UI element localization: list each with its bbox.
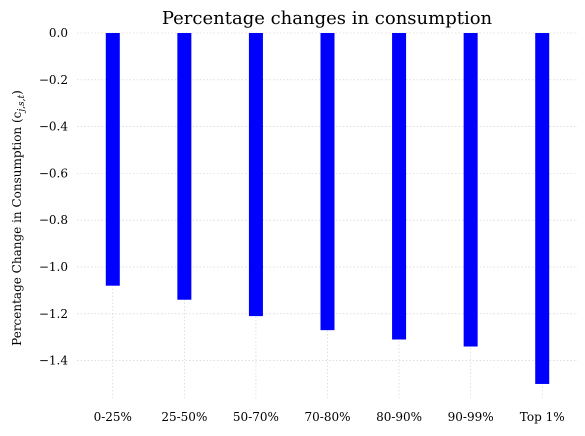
y-tick-label: −0.6 — [39, 166, 68, 180]
bar — [463, 33, 478, 347]
bars — [105, 33, 550, 384]
x-tick-label: 80-90% — [376, 410, 422, 424]
bar — [105, 33, 120, 286]
x-tick-labels: 0-25% 25-50% 50-70% 70-80% 80-90% 90-99% Top 1… — [94, 410, 565, 424]
y-tick-label: −1.0 — [39, 260, 68, 274]
y-tick-label: −1.2 — [39, 307, 68, 321]
y-tick-labels: 0.0 −0.2 −0.4 −0.6 −0.8 −1.0 −1.2 −1.4 — [39, 26, 69, 368]
bar — [392, 33, 407, 340]
chart-title: Percentage changes in consumption — [162, 8, 493, 29]
x-tick-label: 25-50% — [161, 410, 207, 424]
bar — [320, 33, 335, 331]
x-tick-label: 90-99% — [448, 410, 494, 424]
bar — [535, 33, 550, 384]
y-tick-label: −0.8 — [39, 213, 68, 227]
bar — [177, 33, 192, 300]
y-tick-label: −0.4 — [39, 120, 69, 134]
x-tick-label: Top 1% — [520, 410, 565, 424]
y-tick-label: −0.2 — [39, 73, 68, 87]
x-tick-label: 0-25% — [94, 410, 132, 424]
y-axis-label: Percentage Change in Consumption (cj,s,t… — [10, 90, 27, 346]
y-tick-label: −1.4 — [39, 354, 69, 368]
bar — [248, 33, 263, 317]
x-tick-label: 70-80% — [305, 410, 351, 424]
x-tick-label: 50-70% — [233, 410, 279, 424]
y-axis-label-subscript: j,s,t — [17, 94, 27, 113]
y-tick-label: 0.0 — [49, 26, 68, 40]
y-axis-label-suffix: ) — [10, 90, 24, 95]
